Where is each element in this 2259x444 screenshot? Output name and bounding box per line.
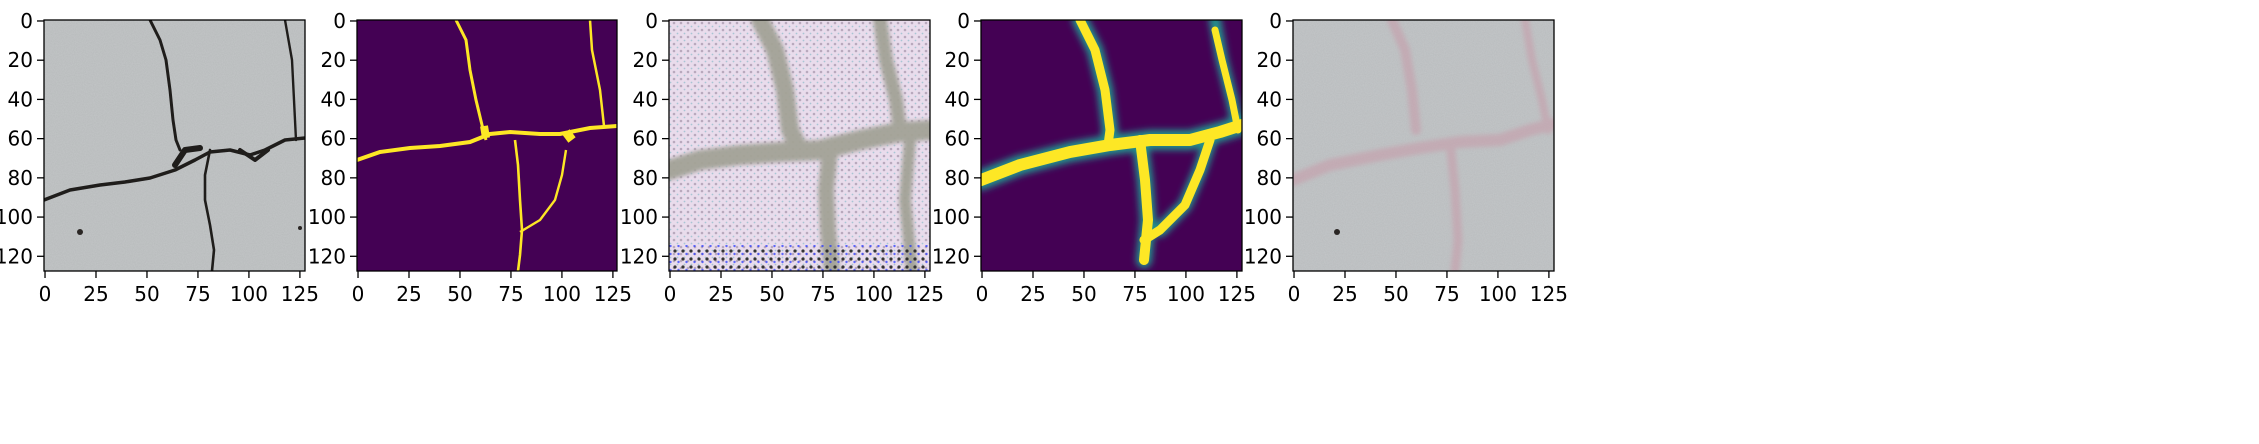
y-tick-label: 120 [620, 244, 658, 268]
x-tick-label: 0 [352, 282, 365, 306]
x-tick-label: 0 [39, 282, 52, 306]
x-tick-label: 100 [1479, 282, 1517, 306]
x-tick-label: 50 [447, 282, 472, 306]
y-tick-label: 60 [1257, 127, 1282, 151]
x-tick-label: 75 [810, 282, 835, 306]
x-tick-label: 125 [281, 282, 319, 306]
x-tick-label: 25 [396, 282, 421, 306]
y-tick-label: 20 [8, 48, 33, 72]
x-tick-label: 50 [759, 282, 784, 306]
y-tick-label: 20 [321, 48, 346, 72]
y-tick-label: 120 [308, 244, 346, 268]
y-tick-label: 80 [945, 166, 970, 190]
y-tick-label: 60 [633, 127, 658, 151]
x-tick-label: 100 [855, 282, 893, 306]
x-tick-label: 25 [83, 282, 108, 306]
x-tick-label: 50 [1071, 282, 1096, 306]
x-tick-label: 125 [594, 282, 632, 306]
x-tick-label: 0 [1288, 282, 1301, 306]
y-tick-label: 20 [633, 48, 658, 72]
y-tick-label: 100 [932, 205, 970, 229]
panel-3-frame [668, 19, 931, 272]
y-tick-label: 0 [957, 9, 970, 33]
y-tick-label: 100 [1244, 205, 1282, 229]
x-tick-label: 75 [498, 282, 523, 306]
y-tick-label: 60 [945, 127, 970, 151]
y-tick-label: 60 [321, 127, 346, 151]
panel-2-mask [357, 20, 617, 271]
x-tick-label: 75 [1122, 282, 1147, 306]
y-tick-label: 120 [1244, 244, 1282, 268]
y-tick-label: 100 [620, 205, 658, 229]
y-tick-label: 0 [333, 9, 346, 33]
x-tick-label: 25 [1020, 282, 1045, 306]
x-tick-label: 50 [134, 282, 159, 306]
x-tick-label: 0 [664, 282, 677, 306]
y-tick-label: 80 [8, 166, 33, 190]
y-tick-label: 120 [0, 244, 33, 268]
y-tick-label: 100 [308, 205, 346, 229]
x-tick-label: 50 [1383, 282, 1408, 306]
y-tick-label: 80 [633, 166, 658, 190]
panel-1-photo [44, 20, 305, 271]
x-tick-label: 0 [976, 282, 989, 306]
x-tick-label: 125 [906, 282, 944, 306]
y-tick-label: 40 [945, 87, 970, 111]
x-tick-label: 100 [230, 282, 268, 306]
panel-4-frame [980, 19, 1243, 272]
panel-4-prediction [981, 20, 1242, 271]
panel-1-frame [43, 19, 306, 272]
x-tick-label: 125 [1218, 282, 1256, 306]
y-tick-label: 60 [8, 127, 33, 151]
x-tick-label: 100 [543, 282, 581, 306]
x-tick-label: 75 [185, 282, 210, 306]
y-tick-label: 40 [321, 87, 346, 111]
y-tick-label: 100 [0, 205, 33, 229]
y-tick-label: 80 [321, 166, 346, 190]
x-tick-label: 25 [708, 282, 733, 306]
x-tick-label: 75 [1434, 282, 1459, 306]
x-tick-label: 125 [1530, 282, 1568, 306]
x-tick-label: 100 [1167, 282, 1205, 306]
y-tick-label: 20 [1257, 48, 1282, 72]
y-tick-label: 0 [645, 9, 658, 33]
y-tick-label: 0 [20, 9, 33, 33]
panel-5-overlay [1293, 20, 1554, 271]
panel-5-frame [1292, 19, 1555, 272]
x-tick-label: 25 [1332, 282, 1357, 306]
y-tick-label: 20 [945, 48, 970, 72]
y-tick-label: 40 [8, 87, 33, 111]
panel-3-feature-map [669, 20, 930, 271]
y-tick-label: 0 [1269, 9, 1282, 33]
y-tick-label: 120 [932, 244, 970, 268]
panel-2-frame [356, 19, 618, 272]
y-tick-label: 40 [633, 87, 658, 111]
y-tick-label: 40 [1257, 87, 1282, 111]
y-tick-label: 80 [1257, 166, 1282, 190]
